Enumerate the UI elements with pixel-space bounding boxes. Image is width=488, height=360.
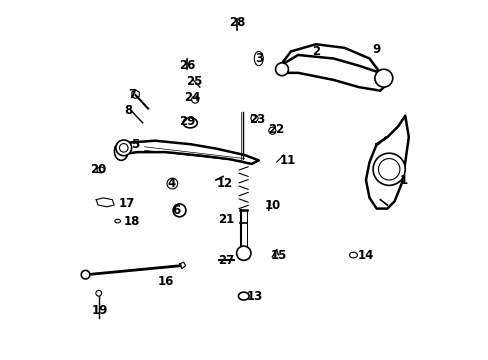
Text: 14: 14	[357, 248, 373, 261]
Polygon shape	[116, 141, 258, 164]
Circle shape	[96, 291, 102, 296]
Text: 18: 18	[123, 215, 140, 228]
Text: 27: 27	[218, 254, 234, 267]
Text: 24: 24	[184, 91, 201, 104]
Text: 4: 4	[167, 177, 175, 190]
Text: 19: 19	[91, 304, 108, 317]
Text: 3: 3	[254, 52, 263, 65]
Text: 23: 23	[248, 113, 264, 126]
Text: 10: 10	[264, 198, 281, 212]
Circle shape	[119, 144, 128, 152]
Ellipse shape	[97, 167, 104, 173]
Circle shape	[166, 178, 177, 189]
Text: 12: 12	[216, 177, 232, 190]
Text: 16: 16	[158, 275, 174, 288]
Polygon shape	[365, 116, 408, 208]
Text: 1: 1	[399, 174, 407, 186]
Circle shape	[374, 69, 392, 87]
Ellipse shape	[349, 252, 357, 258]
Ellipse shape	[254, 51, 263, 66]
Text: 29: 29	[179, 114, 195, 127]
Polygon shape	[280, 44, 380, 73]
Polygon shape	[96, 198, 114, 207]
Text: 21: 21	[218, 213, 234, 226]
Polygon shape	[179, 262, 185, 269]
Circle shape	[116, 140, 131, 156]
Circle shape	[250, 114, 258, 122]
Circle shape	[81, 270, 90, 279]
Circle shape	[191, 96, 198, 103]
Circle shape	[275, 63, 288, 76]
Ellipse shape	[183, 118, 197, 128]
Circle shape	[173, 204, 185, 217]
Text: 7: 7	[128, 88, 136, 101]
Text: 28: 28	[229, 16, 245, 29]
Text: 5: 5	[131, 138, 140, 151]
Text: 6: 6	[172, 204, 181, 217]
Circle shape	[268, 127, 275, 134]
Text: 17: 17	[118, 197, 135, 210]
Text: 8: 8	[124, 104, 132, 117]
Text: 11: 11	[279, 154, 295, 167]
Text: 13: 13	[246, 289, 263, 303]
Circle shape	[372, 153, 405, 185]
Text: 2: 2	[311, 45, 319, 58]
Text: 9: 9	[372, 43, 380, 56]
Ellipse shape	[238, 292, 248, 300]
Circle shape	[378, 158, 399, 180]
Circle shape	[236, 246, 250, 260]
Text: 25: 25	[186, 75, 202, 88]
Text: 26: 26	[179, 59, 195, 72]
Ellipse shape	[114, 143, 128, 160]
Text: 15: 15	[270, 248, 286, 261]
Ellipse shape	[115, 219, 121, 223]
Text: 22: 22	[268, 123, 284, 136]
Polygon shape	[280, 55, 386, 91]
Text: 20: 20	[90, 163, 106, 176]
